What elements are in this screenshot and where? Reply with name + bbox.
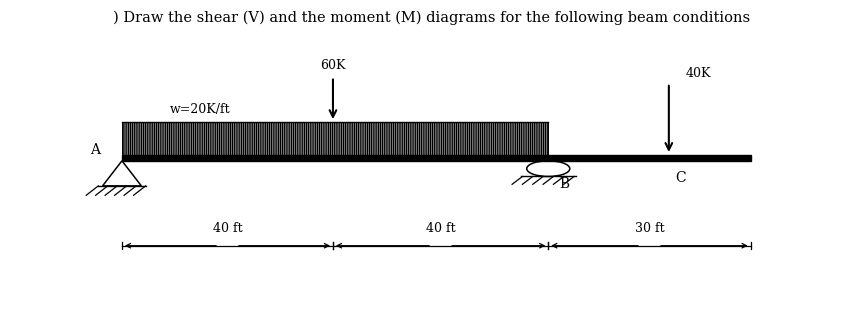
Text: ) Draw the shear (V) and the moment (M) diagrams for the following beam conditio: ) Draw the shear (V) and the moment (M) … [113, 11, 751, 25]
Text: C: C [675, 171, 685, 185]
Bar [122, 155, 751, 161]
Text: w=20K/ft: w=20K/ft [169, 103, 230, 116]
Bar [122, 122, 549, 158]
Text: 40 ft: 40 ft [213, 222, 242, 235]
Text: 40K: 40K [686, 67, 712, 80]
Text: B: B [560, 177, 569, 191]
Text: 40 ft: 40 ft [426, 222, 455, 235]
Text: 60K: 60K [321, 59, 346, 72]
Text: A: A [91, 143, 100, 157]
Text: 30 ft: 30 ft [635, 222, 664, 235]
